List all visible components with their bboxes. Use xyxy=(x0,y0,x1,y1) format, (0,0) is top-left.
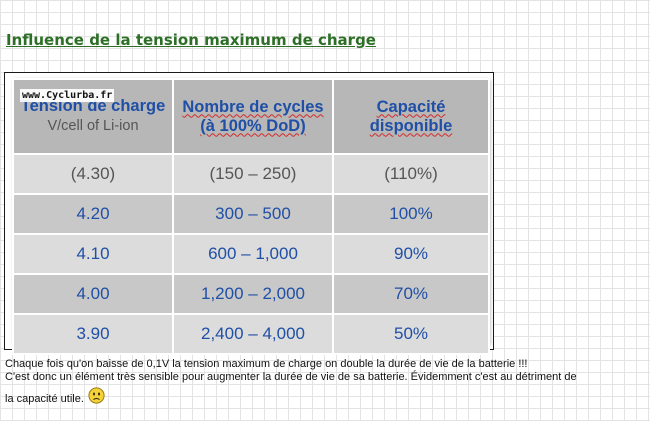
note-line-3-wrap: la capacité utile. xyxy=(5,387,645,406)
cell-capacite: 90% xyxy=(332,233,490,275)
note-line-2: C'est donc un élément très sensible pour… xyxy=(5,371,577,383)
cell-tension: (4.30) xyxy=(12,153,174,195)
cell-cycles: (150 – 250) xyxy=(172,153,334,195)
cell-tension: 3.90 xyxy=(12,313,174,355)
section-heading: Influence de la tension maximum de charg… xyxy=(6,31,376,49)
table-row: 4.10 600 – 1,000 90% xyxy=(12,233,490,275)
header-capacite: Capacité disponible xyxy=(332,78,490,155)
header-tension-sub: V/cell of Li-ion xyxy=(47,118,139,134)
cell-capacite: 50% xyxy=(332,313,490,355)
cell-cycles: 600 – 1,000 xyxy=(172,233,334,275)
charge-voltage-table: Tension de charge V/cell of Li-ion Nombr… xyxy=(12,78,490,355)
cell-cycles: 300 – 500 xyxy=(172,193,334,235)
cell-capacite: 70% xyxy=(332,273,490,315)
watermark-text: www.Cyclurba.fr xyxy=(20,89,115,102)
sad-face-icon xyxy=(88,387,105,404)
header-cycles-label: Nombre de cycles (à 100% DoD) xyxy=(182,97,324,135)
note-line-3: la capacité utile. xyxy=(5,393,84,405)
table-row: 4.20 300 – 500 100% xyxy=(12,193,490,235)
cell-tension: 4.20 xyxy=(12,193,174,235)
cell-capacite: 100% xyxy=(332,193,490,235)
table-row: 3.90 2,400 – 4,000 50% xyxy=(12,313,490,355)
table-row: 4.00 1,200 – 2,000 70% xyxy=(12,273,490,315)
explanation-note: Chaque fois qu'on baisse de 0,1V la tens… xyxy=(5,358,645,406)
cell-capacite: (110%) xyxy=(332,153,490,195)
header-cycles: Nombre de cycles (à 100% DoD) xyxy=(172,78,334,155)
note-line-1: Chaque fois qu'on baisse de 0,1V la tens… xyxy=(5,358,528,370)
cell-cycles: 2,400 – 4,000 xyxy=(172,313,334,355)
cell-cycles: 1,200 – 2,000 xyxy=(172,273,334,315)
table-panel: www.Cyclurba.fr Tension de charge V/cell… xyxy=(12,78,490,355)
cell-tension: 4.00 xyxy=(12,273,174,315)
table-header-row: Tension de charge V/cell of Li-ion Nombr… xyxy=(12,78,490,155)
table-frame: www.Cyclurba.fr Tension de charge V/cell… xyxy=(4,72,494,355)
header-capacite-label: Capacité disponible xyxy=(369,97,453,135)
cell-tension: 4.10 xyxy=(12,233,174,275)
table-row: (4.30) (150 – 250) (110%) xyxy=(12,153,490,195)
